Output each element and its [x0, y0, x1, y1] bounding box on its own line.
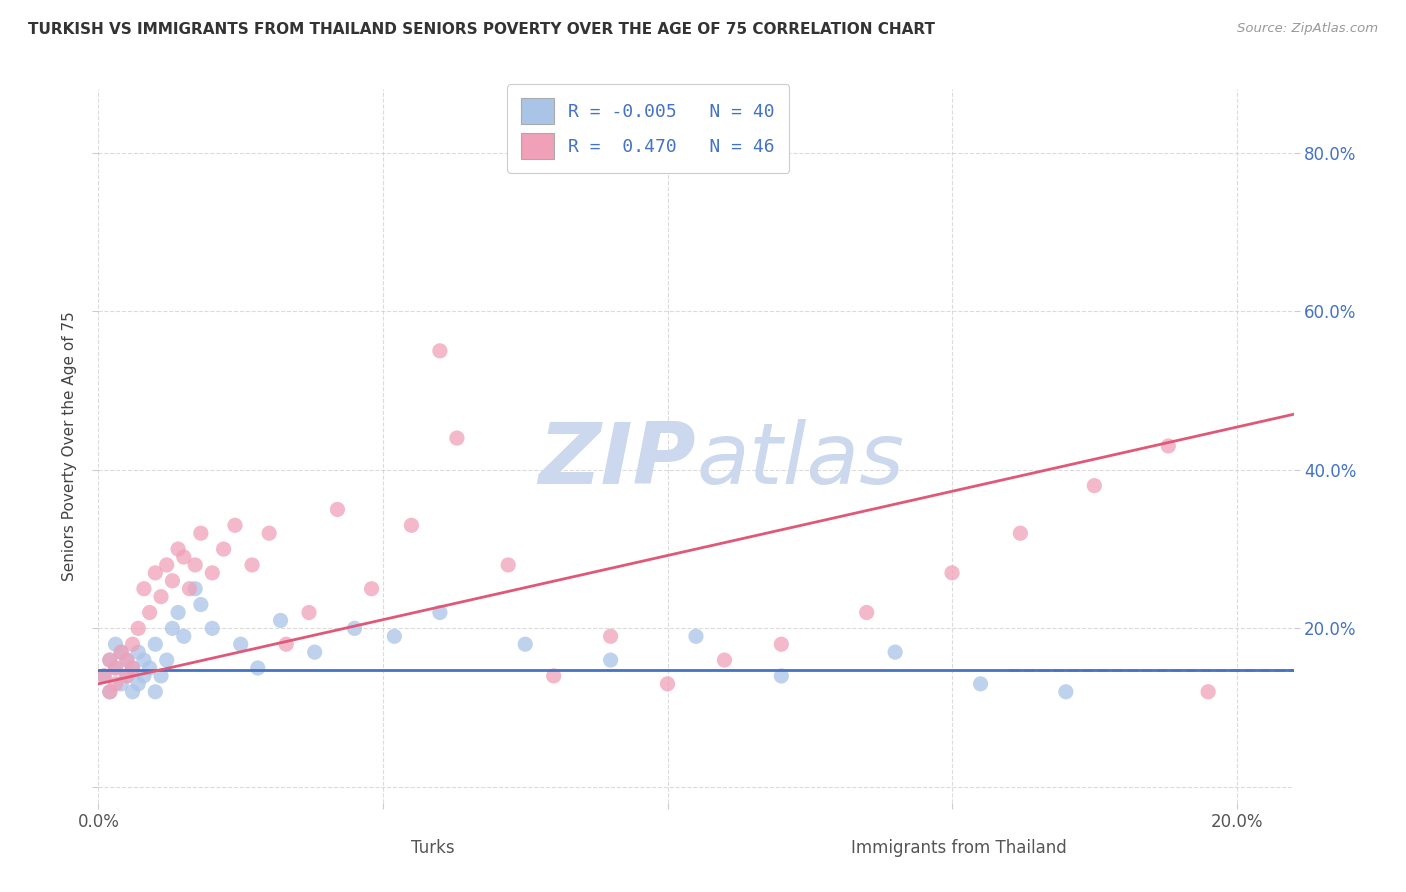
Point — [360, 582, 382, 596]
Point — [1083, 478, 1105, 492]
Point — [93, 669, 115, 683]
Point — [184, 582, 207, 596]
Point — [713, 653, 735, 667]
Point — [115, 653, 138, 667]
Point — [304, 645, 326, 659]
Point — [138, 661, 160, 675]
Point — [212, 542, 235, 557]
Point — [657, 677, 679, 691]
Point — [173, 549, 195, 564]
Point — [167, 542, 190, 557]
Point — [224, 518, 246, 533]
Point — [110, 677, 132, 691]
Point — [104, 637, 127, 651]
Point — [121, 661, 143, 675]
Point — [343, 621, 366, 635]
Point — [401, 518, 423, 533]
Point — [127, 677, 149, 691]
Point — [167, 606, 190, 620]
Point — [229, 637, 252, 651]
Point — [115, 669, 138, 683]
Point — [429, 343, 451, 358]
Point — [201, 566, 224, 580]
Point — [382, 629, 405, 643]
Point — [156, 653, 179, 667]
Point — [173, 629, 195, 643]
Text: Source: ZipAtlas.com: Source: ZipAtlas.com — [1237, 22, 1378, 36]
Point — [201, 621, 224, 635]
Point — [240, 558, 263, 572]
Point — [969, 677, 991, 691]
Point — [685, 629, 707, 643]
Point — [446, 431, 468, 445]
Point — [855, 606, 877, 620]
Point — [770, 637, 793, 651]
Point — [599, 653, 621, 667]
Point — [98, 685, 121, 699]
Text: Immigrants from Thailand: Immigrants from Thailand — [851, 838, 1067, 856]
Point — [1157, 439, 1180, 453]
Point — [1010, 526, 1032, 541]
Point — [884, 645, 907, 659]
Point — [326, 502, 349, 516]
Point — [138, 606, 160, 620]
Text: Turks: Turks — [411, 838, 456, 856]
Point — [298, 606, 321, 620]
Point — [110, 645, 132, 659]
Point — [93, 669, 115, 683]
Point — [121, 685, 143, 699]
Point — [132, 669, 155, 683]
Y-axis label: Seniors Poverty Over the Age of 75: Seniors Poverty Over the Age of 75 — [62, 311, 77, 581]
Text: atlas: atlas — [696, 418, 904, 502]
Point — [132, 653, 155, 667]
Point — [98, 685, 121, 699]
Point — [150, 669, 173, 683]
Point — [179, 582, 201, 596]
Point — [156, 558, 179, 572]
Point — [162, 574, 184, 588]
Point — [496, 558, 519, 572]
Point — [150, 590, 173, 604]
Point — [270, 614, 292, 628]
Point — [127, 621, 149, 635]
Point — [143, 566, 166, 580]
Point — [104, 661, 127, 675]
Point — [543, 669, 565, 683]
Point — [184, 558, 207, 572]
Point — [276, 637, 298, 651]
Point — [1054, 685, 1077, 699]
Text: ZIP: ZIP — [538, 418, 696, 502]
Point — [599, 629, 621, 643]
Point — [190, 526, 212, 541]
Point — [143, 685, 166, 699]
Point — [121, 661, 143, 675]
Point — [515, 637, 537, 651]
Point — [257, 526, 280, 541]
Point — [770, 669, 793, 683]
Point — [104, 677, 127, 691]
Point — [110, 645, 132, 659]
Point — [104, 661, 127, 675]
Point — [132, 582, 155, 596]
Point — [143, 637, 166, 651]
Point — [429, 606, 451, 620]
Text: TURKISH VS IMMIGRANTS FROM THAILAND SENIORS POVERTY OVER THE AGE OF 75 CORRELATI: TURKISH VS IMMIGRANTS FROM THAILAND SENI… — [28, 22, 935, 37]
Point — [115, 669, 138, 683]
Point — [98, 653, 121, 667]
Point — [162, 621, 184, 635]
Point — [1197, 685, 1219, 699]
Point — [127, 645, 149, 659]
Point — [190, 598, 212, 612]
Point — [115, 653, 138, 667]
Legend: R = -0.005   N = 40, R =  0.470   N = 46: R = -0.005 N = 40, R = 0.470 N = 46 — [508, 84, 789, 173]
Point — [98, 653, 121, 667]
Point — [121, 637, 143, 651]
Point — [246, 661, 269, 675]
Point — [941, 566, 963, 580]
